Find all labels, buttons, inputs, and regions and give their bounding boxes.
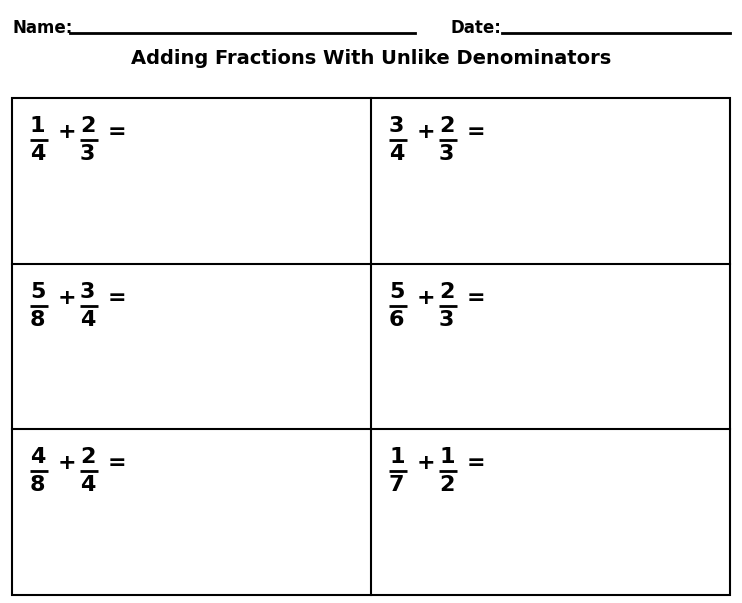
- Text: 1: 1: [439, 447, 455, 467]
- Text: 4: 4: [389, 144, 404, 164]
- Text: 7: 7: [389, 475, 404, 495]
- Text: +: +: [417, 453, 436, 473]
- Text: =: =: [467, 453, 485, 473]
- Text: 3: 3: [439, 310, 454, 330]
- Text: 4: 4: [30, 447, 45, 467]
- Text: =: =: [467, 122, 485, 142]
- Text: 5: 5: [389, 282, 404, 302]
- Text: =: =: [108, 453, 127, 473]
- Text: +: +: [58, 122, 76, 142]
- Text: 1: 1: [389, 447, 404, 467]
- Text: 1: 1: [30, 116, 45, 136]
- Text: 8: 8: [30, 310, 45, 330]
- Text: =: =: [108, 288, 127, 308]
- Text: 4: 4: [30, 144, 45, 164]
- Text: Name:: Name:: [12, 19, 73, 37]
- Text: +: +: [417, 122, 436, 142]
- Text: 8: 8: [30, 475, 45, 495]
- Text: +: +: [417, 288, 436, 308]
- Text: +: +: [58, 288, 76, 308]
- Text: 2: 2: [80, 116, 96, 136]
- Bar: [12, 98, 730, 595]
- Text: 2: 2: [439, 475, 454, 495]
- Text: 3: 3: [80, 282, 96, 302]
- Text: 6: 6: [389, 310, 404, 330]
- Text: 4: 4: [80, 475, 96, 495]
- Text: 3: 3: [389, 116, 404, 136]
- Text: 4: 4: [80, 310, 96, 330]
- Text: 5: 5: [30, 282, 45, 302]
- Text: Date:: Date:: [450, 19, 501, 37]
- Text: =: =: [467, 288, 485, 308]
- Text: 3: 3: [439, 144, 454, 164]
- Text: =: =: [108, 122, 127, 142]
- Text: 2: 2: [439, 116, 454, 136]
- Text: 2: 2: [439, 282, 454, 302]
- Text: Adding Fractions With Unlike Denominators: Adding Fractions With Unlike Denominator…: [131, 48, 611, 68]
- Text: 3: 3: [80, 144, 96, 164]
- Text: 2: 2: [80, 447, 96, 467]
- Text: +: +: [58, 453, 76, 473]
